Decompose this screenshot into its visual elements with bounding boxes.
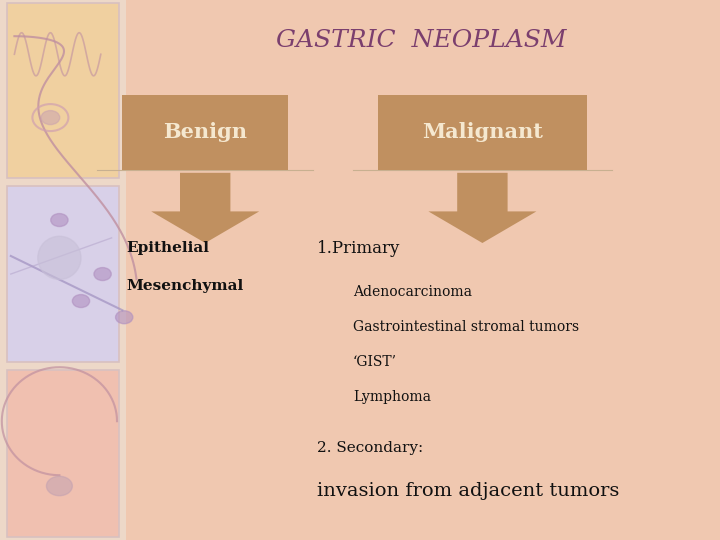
Circle shape bbox=[115, 310, 132, 323]
Text: invasion from adjacent tumors: invasion from adjacent tumors bbox=[317, 482, 619, 501]
Circle shape bbox=[41, 111, 60, 125]
FancyBboxPatch shape bbox=[7, 370, 119, 537]
FancyBboxPatch shape bbox=[0, 0, 126, 540]
Text: Epithelial: Epithelial bbox=[126, 241, 209, 255]
FancyBboxPatch shape bbox=[122, 94, 288, 170]
FancyBboxPatch shape bbox=[7, 3, 119, 178]
Text: ‘GIST’: ‘GIST’ bbox=[353, 355, 397, 369]
Text: Benign: Benign bbox=[163, 122, 247, 143]
Ellipse shape bbox=[38, 236, 81, 280]
Text: GASTRIC  NEOPLASM: GASTRIC NEOPLASM bbox=[276, 29, 567, 52]
FancyBboxPatch shape bbox=[7, 186, 119, 362]
Circle shape bbox=[94, 267, 112, 280]
FancyBboxPatch shape bbox=[378, 94, 587, 170]
Polygon shape bbox=[151, 173, 259, 243]
Circle shape bbox=[72, 294, 89, 307]
Text: Malignant: Malignant bbox=[422, 122, 543, 143]
Circle shape bbox=[50, 213, 68, 227]
Text: 2. Secondary:: 2. Secondary: bbox=[317, 441, 423, 455]
Text: Lymphoma: Lymphoma bbox=[353, 390, 431, 404]
Text: Gastrointestinal stromal tumors: Gastrointestinal stromal tumors bbox=[353, 320, 579, 334]
Polygon shape bbox=[428, 173, 536, 243]
Text: Adenocarcinoma: Adenocarcinoma bbox=[353, 285, 472, 299]
Text: Mesenchymal: Mesenchymal bbox=[126, 279, 243, 293]
Circle shape bbox=[47, 476, 72, 496]
Text: 1.Primary: 1.Primary bbox=[317, 240, 400, 257]
